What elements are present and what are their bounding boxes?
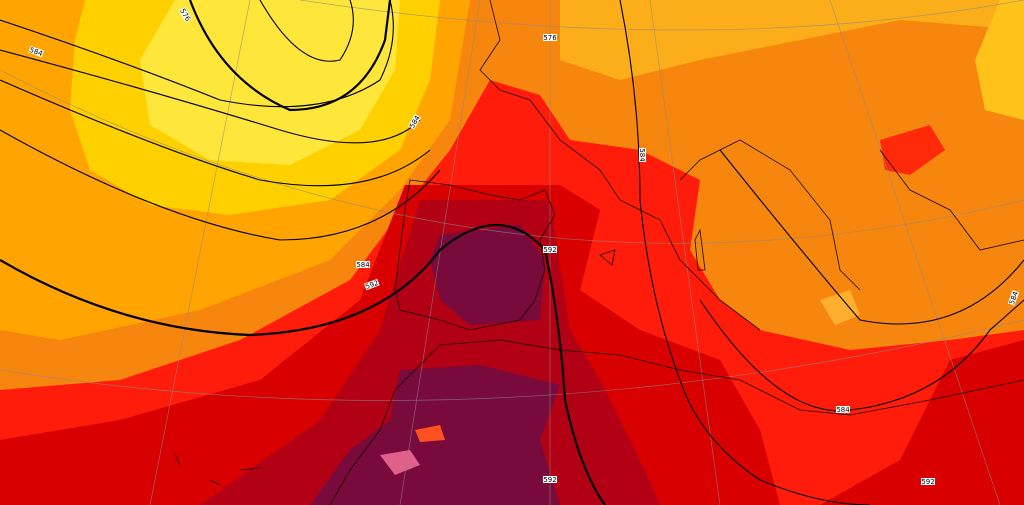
field-spot [820,290,860,325]
contour-label-text: 576 [543,34,557,42]
contour-label: 584 [356,261,370,269]
field-north [560,0,1024,80]
contour-label-text: 592 [543,476,556,484]
field-pale-yellow [140,0,400,165]
field-northeast [975,0,1024,120]
contour-label: 584 [836,406,850,414]
contour-label: 576 [543,34,557,42]
field-pink [380,450,420,475]
contour-label-text: 584 [638,148,646,162]
contour-label-text: 592 [543,246,556,254]
contour-label-text: 584 [836,406,850,414]
contour-label: 592 [921,478,935,486]
contour-label: 592 [543,246,557,254]
field-red-balkan [880,125,945,175]
coastlines [174,0,1024,505]
field-dark-red-east [820,340,1024,505]
field-hot-spot [415,425,445,442]
contour-label-text: 584 [356,261,370,269]
field-maroon-iberia [430,225,545,325]
contour-label: 584 [638,148,646,162]
contour-label-text: 592 [921,478,934,486]
contour-label: 592 [543,476,557,484]
field-darker-red [200,200,660,505]
